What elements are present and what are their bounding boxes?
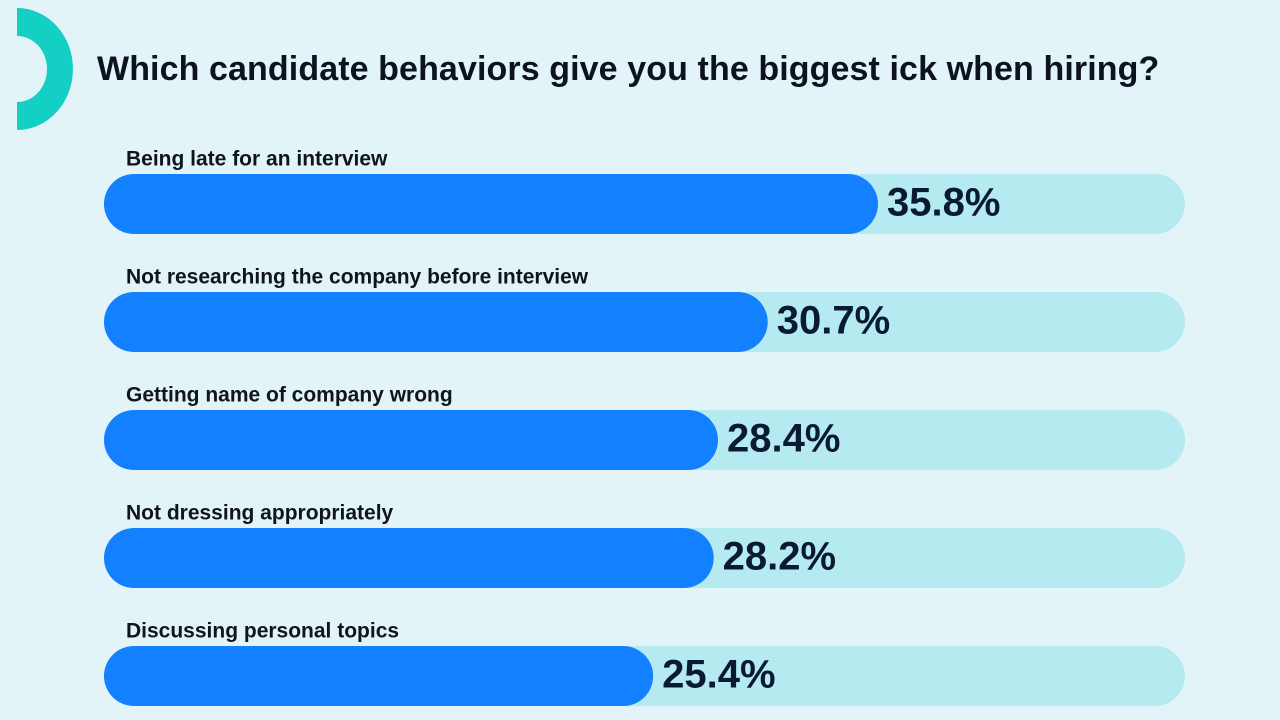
value-label: 28.4%	[727, 417, 840, 461]
bar	[104, 174, 878, 234]
category-label: Not dressing appropriately	[126, 502, 394, 525]
value-label: 28.2%	[723, 535, 836, 579]
bar-row: Not researching the company before inter…	[104, 266, 1185, 352]
category-label: Getting name of company wrong	[126, 384, 453, 407]
bar-row: Discussing personal topics 25.4%	[104, 620, 1185, 706]
bar	[104, 646, 654, 706]
logo-ring-shape	[17, 8, 73, 130]
value-label: 30.7%	[777, 299, 890, 343]
bar	[104, 292, 768, 352]
bar-row: Not dressing appropriately 28.2%	[104, 502, 1185, 588]
category-label: Being late for an interview	[126, 148, 388, 171]
chart-title: Which candidate behaviors give you the b…	[97, 50, 1160, 88]
bar-row: Being late for an interview 35.8%	[104, 148, 1185, 234]
category-label: Discussing personal topics	[126, 620, 399, 643]
bar	[104, 410, 719, 470]
category-label: Not researching the company before inter…	[126, 266, 589, 289]
value-label: 35.8%	[887, 181, 1000, 225]
value-label: 25.4%	[662, 653, 775, 697]
bar-row: Getting name of company wrong 28.4%	[104, 384, 1185, 470]
half-ring-logo-icon	[17, 8, 73, 130]
bar	[104, 528, 714, 588]
